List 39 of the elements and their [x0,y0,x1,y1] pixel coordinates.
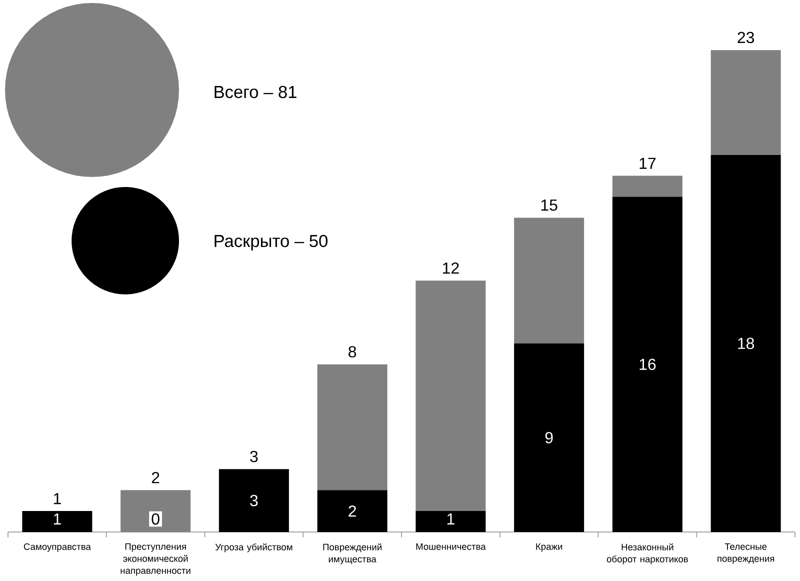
bar [317,490,388,532]
x-tick-label: Мошенничества [416,543,486,550]
total-label: 3 [250,450,258,462]
data-label: 9 [545,432,553,444]
x-tick-label: Повреждений имущества [323,543,382,564]
data-label: 1 [54,513,61,524]
bar [416,511,486,532]
data-label: 16 [640,358,656,370]
total-label: 1 [54,493,61,504]
data-label: 1 [447,513,454,524]
bar [218,469,289,532]
data-label: 2 [348,505,356,517]
x-tick-label: Преступления экономической направленности [120,543,190,576]
total-label: 15 [541,200,558,211]
bar [22,511,92,532]
bar [710,154,781,532]
bar [514,218,584,344]
bar [120,490,191,532]
legend-label: Раскрыто – 50 [214,234,328,251]
data-label: 0 [152,513,160,525]
total-label: 8 [348,346,356,358]
legend-label: Всего – 81 [214,86,296,98]
total-label: 23 [738,32,754,44]
bar [612,196,682,532]
data-label: 18 [738,338,754,350]
bar [514,343,584,532]
total-label: 17 [640,158,656,169]
total-label: 12 [443,262,459,274]
bar [612,176,682,197]
total-label: 2 [152,472,160,484]
bar [416,280,486,512]
x-tick-label: Телесные повреждения [718,543,774,564]
data-label: 3 [250,494,258,506]
x-tick-label: Незаконный оборот наркотиков [606,543,688,564]
x-tick-label: Самоуправства [24,543,91,552]
bar [317,364,388,490]
x-tick-label: Кражи [536,543,562,552]
x-tick-label: Угроза убийством [215,543,292,552]
bar [710,50,781,155]
